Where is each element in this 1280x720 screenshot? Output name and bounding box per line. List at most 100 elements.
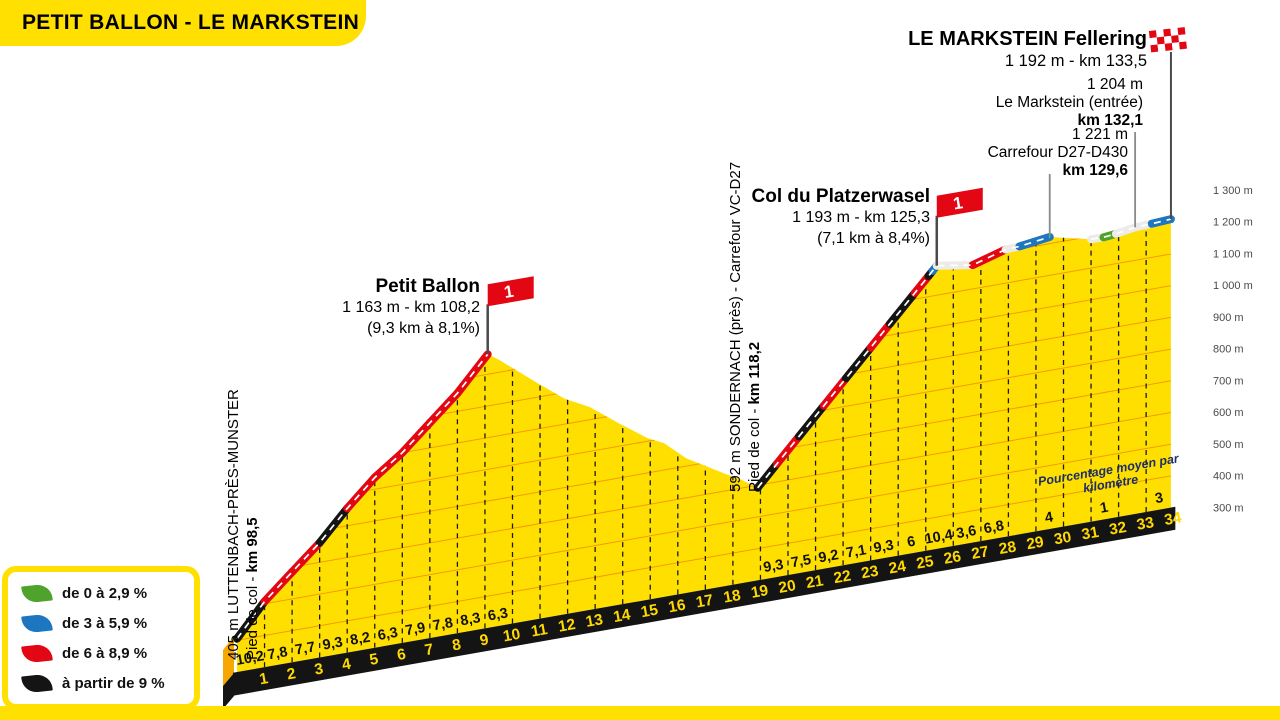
checker-cell bbox=[1150, 44, 1159, 53]
entree-name: Le Markstein (entrée) bbox=[995, 94, 1143, 111]
petit-ballon-name: Petit Ballon bbox=[375, 276, 480, 297]
km-tick-label-29: 29 bbox=[1025, 533, 1045, 553]
mid-foot-km: Pied de col - km 118,2 bbox=[746, 341, 763, 492]
gridline-400m bbox=[237, 473, 1171, 641]
road-segment-k bbox=[233, 597, 269, 643]
cat1-flag-number-1: 1 bbox=[952, 193, 964, 213]
gradient-value-km22: 9,2 bbox=[817, 547, 840, 566]
km-tick-label-32: 32 bbox=[1108, 519, 1128, 539]
gradient-value-km3: 7,7 bbox=[294, 639, 317, 658]
gradient-value-km10: 6,3 bbox=[487, 605, 510, 624]
km-tick-label-1: 1 bbox=[258, 670, 270, 688]
gradient-value-km23: 7,1 bbox=[845, 542, 868, 561]
elevation-tick-600: 600 m bbox=[1213, 407, 1244, 419]
gradient-value-km1: 10,2 bbox=[235, 648, 266, 669]
km-tick-label-18: 18 bbox=[722, 587, 742, 607]
checker-cell bbox=[1156, 29, 1164, 38]
legend-item-cat-9-plus: à partir de 9 % bbox=[21, 668, 194, 698]
elevation-tick-700: 700 m bbox=[1213, 375, 1244, 387]
km-tick-label-24: 24 bbox=[887, 558, 907, 578]
elevation-tick-800: 800 m bbox=[1213, 344, 1244, 356]
km-tick-label-17: 17 bbox=[695, 592, 715, 612]
km-tick-label-4: 4 bbox=[341, 655, 353, 673]
legend-item-cat-3-5-9: de 3 à 5,9 % bbox=[21, 608, 194, 638]
cat1-flag-number-0: 1 bbox=[503, 282, 515, 302]
gradient-value-km6: 6,3 bbox=[377, 625, 400, 644]
elevation-tick-300: 300 m bbox=[1213, 502, 1244, 514]
checker-cell bbox=[1177, 27, 1186, 36]
road-segment-r bbox=[425, 389, 462, 427]
km-tick-label-8: 8 bbox=[451, 636, 463, 654]
km-tick-label-9: 9 bbox=[478, 631, 490, 649]
leaf-icon bbox=[21, 642, 53, 664]
km-tick-label-2: 2 bbox=[286, 665, 297, 683]
gradient-value-km9: 8,3 bbox=[459, 610, 482, 629]
gradient-value-km26: 10,4 bbox=[924, 527, 955, 548]
start-town: 405 m LUTTENBACH-PRÈS-MUNSTER bbox=[225, 389, 242, 660]
road-centerline-2 bbox=[1090, 218, 1172, 241]
gradient-value-km25: 6 bbox=[906, 534, 917, 551]
checker-cell bbox=[1178, 34, 1187, 43]
legend-item-cat-0-2-9: de 0 à 2,9 % bbox=[21, 578, 194, 608]
road-centerline-1 bbox=[757, 236, 1050, 489]
road-segment-r bbox=[343, 473, 379, 513]
km-tick-label-13: 13 bbox=[584, 611, 604, 631]
elevation-tick-400: 400 m bbox=[1213, 471, 1244, 483]
gradient-value-km27: 3,6 bbox=[955, 523, 978, 542]
checker-cell bbox=[1149, 37, 1158, 46]
km-tick-label-21: 21 bbox=[805, 572, 825, 592]
platzerwasel-label: Col du Platzerwasel 1 193 m - km 125,3 (… bbox=[680, 186, 930, 249]
petit-ballon-label: Petit Ballon 1 163 m - km 108,2 (9,3 km … bbox=[280, 276, 480, 339]
checker-cell bbox=[1171, 35, 1180, 44]
elevation-tick-500: 500 m bbox=[1213, 439, 1244, 451]
elevation-tick-900: 900 m bbox=[1213, 312, 1244, 324]
km-tick-label-28: 28 bbox=[998, 538, 1018, 558]
mid-town: 592 m SONDERNACH (près) - Carrefour VC-D… bbox=[727, 161, 744, 492]
platzerwasel-gradient: (7,1 km à 8,4%) bbox=[817, 230, 930, 247]
mid-foot-label: 592 m SONDERNACH (près) - Carrefour VC-D… bbox=[726, 162, 764, 492]
km-tick-label-19: 19 bbox=[750, 582, 770, 602]
markstein-name: LE MARKSTEIN Fellering bbox=[908, 28, 1147, 50]
checker-cell bbox=[1164, 43, 1173, 51]
gradient-value-km5: 8,2 bbox=[349, 630, 372, 649]
gradient-value-km20: 9,3 bbox=[762, 557, 785, 576]
km-tick-label-20: 20 bbox=[777, 577, 797, 597]
gridline-600m bbox=[237, 410, 1171, 578]
checker-cell bbox=[1156, 36, 1165, 45]
legend-label: à partir de 9 % bbox=[62, 674, 165, 692]
entree-altitude: 1 204 m bbox=[1086, 76, 1143, 93]
checker-cell bbox=[1170, 27, 1179, 36]
markstein-entree-label: 1 204 m Le Markstein (entrée) km 132,1 bbox=[943, 76, 1143, 130]
cat1-flag-0 bbox=[487, 276, 534, 307]
start-foot-label: 405 m LUTTENBACH-PRÈS-MUNSTER Pied de co… bbox=[224, 389, 262, 660]
gradient-value-km7: 7,9 bbox=[404, 620, 427, 639]
km-tick-label-3: 3 bbox=[313, 660, 325, 678]
km-tick-label-25: 25 bbox=[915, 553, 935, 573]
elevation-tick-1300: 1 300 m bbox=[1213, 185, 1253, 197]
km-tick-label-15: 15 bbox=[639, 601, 659, 621]
checker-cell bbox=[1179, 41, 1187, 50]
leaf-icon bbox=[21, 582, 53, 604]
km-tick-label-11: 11 bbox=[530, 621, 549, 641]
km-tick-label-10: 10 bbox=[502, 626, 522, 646]
km-tick-label-31: 31 bbox=[1080, 524, 1100, 544]
leaf-icon bbox=[21, 672, 53, 694]
road-segment-k bbox=[795, 401, 828, 441]
checker-cell bbox=[1148, 30, 1157, 39]
km-tick-label-7: 7 bbox=[423, 641, 434, 659]
petit-ballon-detail: 1 163 m - km 108,2 bbox=[342, 299, 480, 316]
finish-checkered-flag bbox=[1148, 27, 1187, 53]
road-segment-k bbox=[885, 289, 919, 328]
gradient-value-km21: 7,5 bbox=[790, 552, 813, 571]
checker-cell bbox=[1171, 42, 1180, 51]
km-tick-label-16: 16 bbox=[667, 597, 687, 617]
legend-label: de 0 à 2,9 % bbox=[62, 584, 148, 602]
cat1-flag-1 bbox=[936, 187, 983, 218]
km-tick-label-33: 33 bbox=[1135, 514, 1155, 534]
petit-ballon-gradient: (9,3 km à 8,1%) bbox=[367, 320, 480, 337]
bottom-yellow-strip bbox=[0, 706, 1280, 720]
gradient-value-km8: 7,8 bbox=[432, 615, 455, 634]
gradient-value-km2: 7,8 bbox=[266, 644, 289, 663]
